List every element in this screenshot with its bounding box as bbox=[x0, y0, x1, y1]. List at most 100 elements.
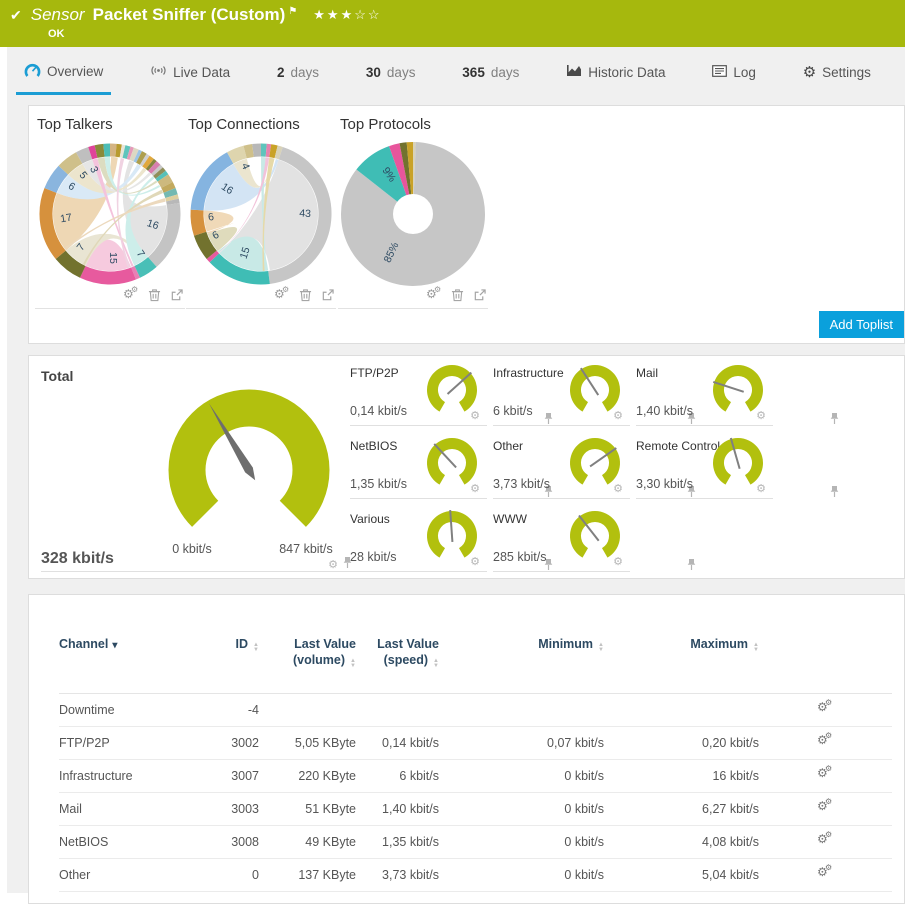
table-header-divider bbox=[59, 692, 892, 694]
sort-toggle-icon[interactable]: ▲ ▼ bbox=[598, 642, 604, 653]
gauge-settings-icon[interactable]: ⚙ bbox=[470, 410, 480, 422]
gauge-settings-icon[interactable]: ⚙ bbox=[613, 556, 623, 568]
column-header-label: Minimum bbox=[538, 637, 594, 651]
channel-gauge-label: Other bbox=[493, 439, 524, 453]
tab-2-days[interactable]: 2 days bbox=[269, 65, 327, 95]
total-gauge-value: 328 kbit/s bbox=[41, 550, 114, 567]
edit-channel-gear-icon[interactable]: ⚙ ⚙ bbox=[817, 796, 833, 813]
toplist-title: Top Talkers bbox=[37, 116, 113, 133]
table-row-infrastructure: Infrastructure 3007 220 KByte 6 kbit/s 0 kbi… bbox=[59, 760, 892, 793]
value-cell: 0,14 kbit/s bbox=[382, 735, 439, 750]
edit-channel-gear-icon[interactable]: ⚙ ⚙ bbox=[817, 862, 833, 879]
gauge-tile-various: Various 28 kbit/s ⚙ bbox=[350, 507, 553, 580]
tab-log[interactable]: Log bbox=[704, 65, 764, 95]
tab-365-days[interactable]: 365 days bbox=[454, 65, 527, 95]
chart-label: 3 bbox=[87, 165, 100, 175]
add-toplist-button[interactable]: Add Toplist bbox=[818, 311, 904, 338]
column-header-label: Last Value (volume) bbox=[292, 637, 356, 667]
delete-trash-icon[interactable] bbox=[451, 288, 464, 302]
settings-gear-icon[interactable]: ⚙ ⚙ bbox=[274, 284, 290, 301]
sensor-kind-label: Sensor bbox=[30, 5, 85, 24]
column-header-label: Last Value (speed) bbox=[377, 637, 439, 667]
column-header-minimum[interactable]: Minimum ▲ ▼ bbox=[439, 637, 604, 693]
table-row-other: Other 0 137 KByte 3,73 kbit/s 0 kbit/s 5,04 k… bbox=[59, 859, 892, 892]
log-icon bbox=[712, 65, 728, 80]
toplist-top-protocols: Top Protocols 85% 9% ⚙ ⚙ bbox=[338, 114, 488, 309]
edit-channel-gear-icon[interactable]: ⚙ ⚙ bbox=[817, 697, 833, 714]
gauge-icon bbox=[24, 63, 41, 80]
value-cell: 220 KByte bbox=[298, 768, 356, 783]
delete-trash-icon[interactable] bbox=[299, 288, 312, 302]
column-header-last-value-volume-[interactable]: Last Value (volume) ▲ ▼ bbox=[259, 637, 356, 693]
channel-name-cell[interactable]: NetBIOS bbox=[59, 834, 109, 849]
sort-toggle-icon[interactable]: ▲ ▼ bbox=[253, 642, 259, 653]
channel-name-cell[interactable]: Other bbox=[59, 867, 91, 882]
column-header-label: Channel bbox=[59, 637, 109, 651]
column-header-maximum[interactable]: Maximum ▲ ▼ bbox=[604, 637, 759, 693]
sort-caret-icon[interactable]: ▾ bbox=[112, 640, 118, 651]
edit-channel-gear-icon[interactable]: ⚙ ⚙ bbox=[817, 829, 833, 846]
tab-label: days bbox=[290, 65, 320, 80]
value-cell: 49 KByte bbox=[305, 834, 356, 849]
gauge-settings-icon[interactable]: ⚙ bbox=[613, 483, 623, 495]
gauge-settings-icon[interactable]: ⚙ bbox=[470, 556, 480, 568]
chart-label: 16 bbox=[219, 181, 235, 197]
flag-icon[interactable]: ⚑ bbox=[288, 6, 298, 17]
gauge-tile-mail: Mail 1,40 kbit/s ⚙ bbox=[636, 361, 839, 434]
tab-30-days[interactable]: 30 days bbox=[358, 65, 424, 95]
page-right-edge bbox=[905, 0, 910, 893]
gauge-settings-icon[interactable]: ⚙ bbox=[613, 410, 623, 422]
tab-label: Historic Data bbox=[588, 64, 666, 80]
settings-gear-icon[interactable]: ⚙ ⚙ bbox=[123, 284, 139, 301]
tab-historic-data[interactable]: Historic Data bbox=[558, 64, 673, 95]
tab-settings[interactable]: ⚙ Settings bbox=[795, 65, 879, 95]
channel-name-cell[interactable]: FTP/P2P bbox=[59, 735, 110, 750]
tab-overview[interactable]: Overview bbox=[16, 63, 112, 95]
value-cell: -4 bbox=[247, 702, 259, 717]
settings-gear-icon[interactable]: ⚙ ⚙ bbox=[426, 284, 442, 301]
gauge-settings-icon[interactable]: ⚙ bbox=[470, 483, 480, 495]
chart-label: 43 bbox=[299, 207, 312, 220]
channel-name-cell[interactable]: Mail bbox=[59, 801, 82, 816]
channel-gauge-grid: FTP/P2P 0,14 kbit/s ⚙ Infrastructure 6 kbit/… bbox=[350, 361, 839, 580]
gauge-settings-icon[interactable]: ⚙ bbox=[756, 483, 766, 495]
value-cell: 5,05 KByte bbox=[294, 735, 356, 750]
gauge-tile-remote-control: Remote Control 3,30 kbit/s ⚙ bbox=[636, 434, 839, 507]
open-external-icon[interactable] bbox=[473, 288, 486, 302]
delete-trash-icon[interactable] bbox=[148, 288, 161, 302]
edit-channel-gear-icon[interactable]: ⚙ ⚙ bbox=[817, 763, 833, 780]
value-cell: 0,07 kbit/s bbox=[547, 735, 604, 750]
gauges-panel: Total 0 kbit/s 847 kbit/s 328 kbit/s ⚙ FTP/P… bbox=[28, 355, 905, 579]
channel-gauge bbox=[427, 365, 477, 412]
column-header-label: ID bbox=[235, 637, 249, 651]
value-cell: 3002 bbox=[231, 735, 259, 750]
column-header-channel[interactable]: Channel ▾ bbox=[59, 637, 209, 693]
value-cell: 0 kbit/s bbox=[564, 834, 604, 849]
sort-toggle-icon[interactable]: ▲ ▼ bbox=[350, 657, 356, 669]
value-cell: 3003 bbox=[231, 801, 259, 816]
value-cell: 0 kbit/s bbox=[564, 768, 604, 783]
column-header-last-value-speed-[interactable]: Last Value (speed) ▲ ▼ bbox=[356, 637, 439, 693]
priority-stars[interactable]: ★★★☆☆ bbox=[313, 7, 382, 22]
gauge-pin-icon[interactable] bbox=[343, 556, 352, 574]
tab-label: Live Data bbox=[173, 64, 231, 80]
chart-label: 15 bbox=[238, 245, 253, 260]
channel-name-cell[interactable]: Infrastructure bbox=[59, 768, 133, 783]
gauge-settings-icon[interactable]: ⚙ bbox=[328, 558, 338, 571]
open-external-icon[interactable] bbox=[170, 288, 183, 302]
sort-toggle-icon[interactable]: ▲ ▼ bbox=[753, 642, 759, 653]
tab-label: Settings bbox=[822, 65, 871, 80]
open-external-icon[interactable] bbox=[321, 288, 334, 302]
edit-channel-gear-icon[interactable]: ⚙ ⚙ bbox=[817, 730, 833, 747]
channel-gauge-label: FTP/P2P bbox=[350, 366, 399, 380]
table-row-mail: Mail 3003 51 KByte 1,40 kbit/s 0 kbit/s 6,27 … bbox=[59, 793, 892, 826]
value-cell: 5,04 kbit/s bbox=[702, 867, 759, 882]
sort-toggle-icon[interactable]: ▲ ▼ bbox=[433, 657, 439, 669]
gauge-settings-icon[interactable]: ⚙ bbox=[756, 410, 766, 422]
column-header-id[interactable]: ID ▲ ▼ bbox=[209, 637, 259, 693]
channel-name-cell[interactable]: Downtime bbox=[59, 702, 115, 717]
tab-live-data[interactable]: Live Data bbox=[142, 64, 238, 95]
gauge-min-label: 0 kbit/s bbox=[172, 542, 212, 556]
channel-gauge-label: WWW bbox=[493, 512, 527, 526]
chart-label: 7 bbox=[134, 248, 147, 260]
